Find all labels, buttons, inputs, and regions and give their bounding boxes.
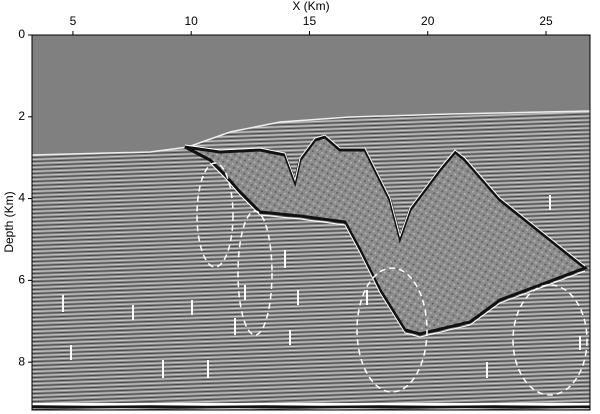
y-tick-label: 6 xyxy=(18,273,25,287)
x-tick-label: 15 xyxy=(303,14,317,28)
seismic-image xyxy=(32,35,590,410)
y-tick-label: 4 xyxy=(18,191,25,205)
y-tick-label: 2 xyxy=(18,109,25,123)
x-tick-label: 10 xyxy=(185,14,199,28)
x-tick-label: 20 xyxy=(421,14,435,28)
y-axis-label: Depth (Km) xyxy=(2,191,16,252)
x-tick-label: 25 xyxy=(539,14,553,28)
y-tick-label: 8 xyxy=(18,354,25,368)
x-tick-label: 5 xyxy=(70,14,77,28)
x-axis-label: X (Km) xyxy=(292,0,329,13)
plot-frame xyxy=(31,34,591,411)
y-tick-label: 0 xyxy=(18,27,25,41)
